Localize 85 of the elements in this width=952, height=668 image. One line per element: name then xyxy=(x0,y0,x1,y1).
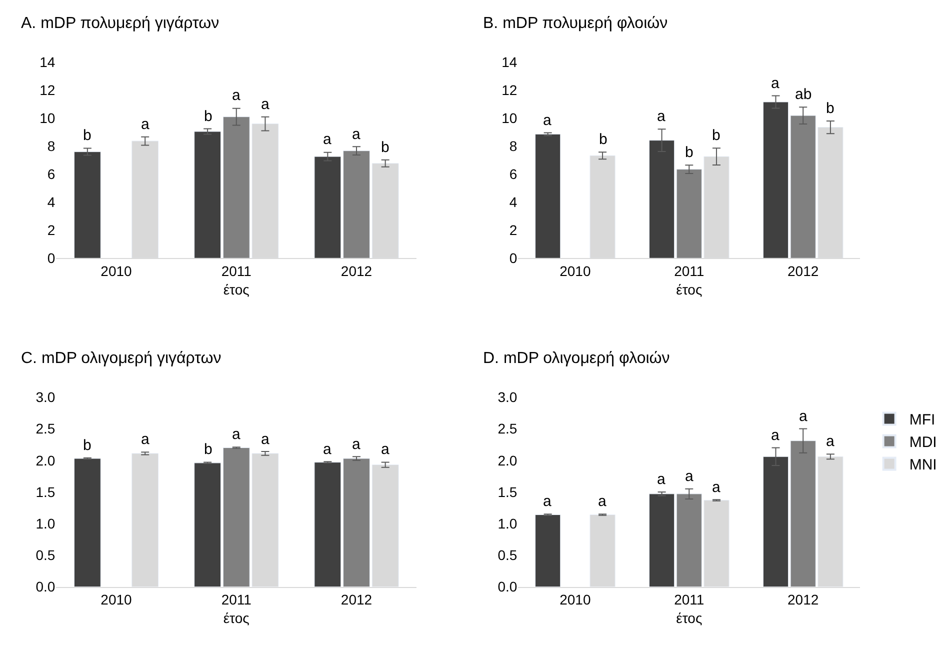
x-axis-title: έτος xyxy=(676,281,702,298)
x-tick-label: 2012 xyxy=(340,592,372,608)
data-label: a xyxy=(685,468,694,485)
y-tick-label: 3.0 xyxy=(498,389,518,406)
data-label: b xyxy=(599,131,608,148)
x-tick-label: 2011 xyxy=(674,262,704,279)
data-label: a xyxy=(141,431,150,448)
data-label: a xyxy=(261,431,270,448)
chart-title: B. mDP πολυμερή φλοιών xyxy=(483,15,668,32)
y-tick-label: 8 xyxy=(47,138,56,154)
y-tick-label: 12 xyxy=(502,82,518,98)
y-tick-label: 1.0 xyxy=(498,516,518,532)
data-label: a xyxy=(771,427,780,444)
data-label: a xyxy=(232,426,241,443)
x-tick-label: 2012 xyxy=(788,592,819,608)
y-tick-label: 6 xyxy=(47,166,56,182)
y-tick-label: 0.0 xyxy=(36,578,56,595)
chart-title: D. mDP ολιγομερή φλοιών xyxy=(483,350,670,367)
x-tick-label: 2010 xyxy=(100,262,132,279)
data-label: a xyxy=(323,131,332,148)
x-tick-label: 2010 xyxy=(100,592,132,608)
y-tick-label: 2.5 xyxy=(498,420,518,437)
data-label: a xyxy=(543,493,552,510)
y-tick-label: 6 xyxy=(509,166,518,182)
y-tick-label: 1.0 xyxy=(36,516,56,532)
data-label: b xyxy=(83,127,92,144)
x-tick-label: 2011 xyxy=(221,262,252,279)
y-tick-label: 2.5 xyxy=(36,420,56,437)
chart-title: A. mDP πολυμερή γιγάρτων xyxy=(21,15,220,32)
y-tick-label: 0.0 xyxy=(498,578,518,595)
data-label: a xyxy=(261,96,270,113)
data-label: a xyxy=(543,112,552,129)
data-label: a xyxy=(799,408,808,425)
x-tick-label: 2010 xyxy=(560,262,591,279)
data-label: a xyxy=(323,441,332,458)
y-tick-label: 0.5 xyxy=(36,547,56,564)
data-label: b xyxy=(83,437,92,454)
y-tick-label: 14 xyxy=(40,54,56,70)
x-tick-label: 2010 xyxy=(560,592,591,608)
x-tick-label: 2012 xyxy=(788,262,819,279)
x-tick-label: 2012 xyxy=(340,262,372,279)
y-tick-label: 2.0 xyxy=(36,452,56,468)
data-label: a xyxy=(598,493,607,510)
x-axis-title: έτος xyxy=(676,610,702,626)
y-tick-label: 14 xyxy=(502,54,518,70)
y-tick-label: 4 xyxy=(47,194,56,210)
y-tick-label: 2 xyxy=(509,222,518,238)
y-tick-label: 4 xyxy=(509,194,518,210)
data-label: a xyxy=(141,116,150,133)
y-tick-label: 2.0 xyxy=(498,452,518,468)
y-tick-label: 1.5 xyxy=(498,484,518,500)
x-tick-label: 2011 xyxy=(674,592,704,608)
data-label: a xyxy=(657,471,666,488)
y-tick-label: 12 xyxy=(40,82,56,98)
data-label: b xyxy=(685,144,694,161)
x-axis-title: έτος xyxy=(223,610,250,626)
y-tick-label: 10 xyxy=(40,110,56,126)
data-label: ab xyxy=(795,86,812,103)
data-label: b xyxy=(204,441,212,458)
x-axis-title: έτος xyxy=(223,281,250,298)
chart-title: C. mDP ολιγομερή γιγάρτων xyxy=(21,350,222,367)
y-tick-label: 3.0 xyxy=(36,389,56,406)
data-label: b xyxy=(204,108,212,125)
legend-label: MDI xyxy=(909,434,937,452)
y-tick-label: 0 xyxy=(509,250,518,266)
y-tick-label: 1.5 xyxy=(36,484,56,500)
y-tick-label: 0 xyxy=(47,250,56,266)
data-label: a xyxy=(232,87,241,104)
x-tick-label: 2011 xyxy=(221,592,252,608)
data-label: a xyxy=(826,433,835,450)
data-label: b xyxy=(826,100,834,117)
legend-label: MNI xyxy=(909,456,937,474)
y-tick-label: 10 xyxy=(502,110,518,126)
data-label: b xyxy=(381,139,390,156)
data-label: a xyxy=(657,108,666,125)
data-label: a xyxy=(771,75,780,92)
y-tick-label: 8 xyxy=(509,138,518,154)
data-label: a xyxy=(712,479,721,496)
data-label: a xyxy=(381,441,390,458)
y-tick-label: 2 xyxy=(47,222,56,238)
data-label: a xyxy=(352,126,361,143)
data-label: b xyxy=(712,127,720,144)
data-label: a xyxy=(352,436,361,453)
legend-label: MFI xyxy=(909,412,936,429)
y-tick-label: 0.5 xyxy=(498,547,518,564)
